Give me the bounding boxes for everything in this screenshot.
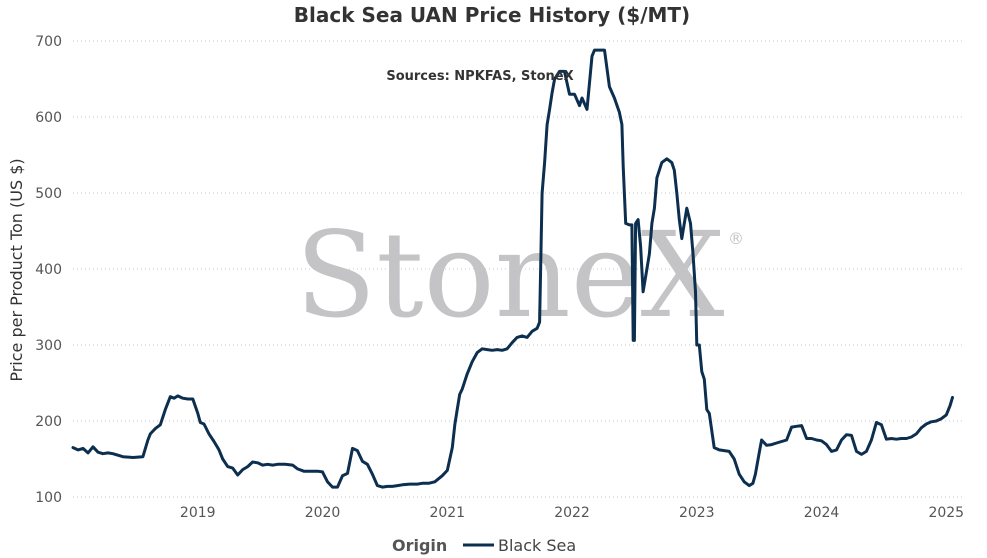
x-tick-label: 2024 (804, 505, 840, 521)
x-axis-ticks: 2019 2020 2021 2022 2023 2024 2025 (180, 505, 964, 521)
y-tick-label: 200 (35, 414, 62, 430)
legend-title: Origin (392, 536, 447, 555)
watermark-registered-mark: ® (728, 229, 744, 248)
x-tick-label: 2023 (679, 505, 715, 521)
chart-subtitle: Sources: NPKFAS, StoneX (386, 69, 573, 84)
legend: Origin Black Sea (392, 536, 576, 555)
y-axis-label: Price per Product Ton (US $) (7, 158, 26, 381)
x-tick-label: 2025 (928, 505, 964, 521)
chart-title: Black Sea UAN Price History ($/MT) (294, 3, 690, 27)
y-tick-label: 100 (35, 490, 62, 506)
y-tick-label: 600 (35, 110, 62, 126)
x-tick-label: 2021 (429, 505, 465, 521)
watermark: StoneX ® (295, 206, 744, 344)
y-tick-label: 300 (35, 338, 62, 354)
y-tick-label: 700 (35, 34, 62, 50)
y-tick-label: 500 (35, 186, 62, 202)
x-tick-label: 2020 (305, 505, 341, 521)
legend-item-black-sea[interactable]: Black Sea (498, 536, 576, 555)
x-tick-label: 2019 (180, 505, 216, 521)
x-tick-label: 2022 (554, 505, 590, 521)
gridlines (73, 40, 965, 498)
y-tick-label: 400 (35, 262, 62, 278)
watermark-text: StoneX (295, 206, 724, 344)
y-axis-ticks: 100 200 300 400 500 600 700 (35, 34, 62, 506)
series-line-black-sea (71, 48, 954, 489)
